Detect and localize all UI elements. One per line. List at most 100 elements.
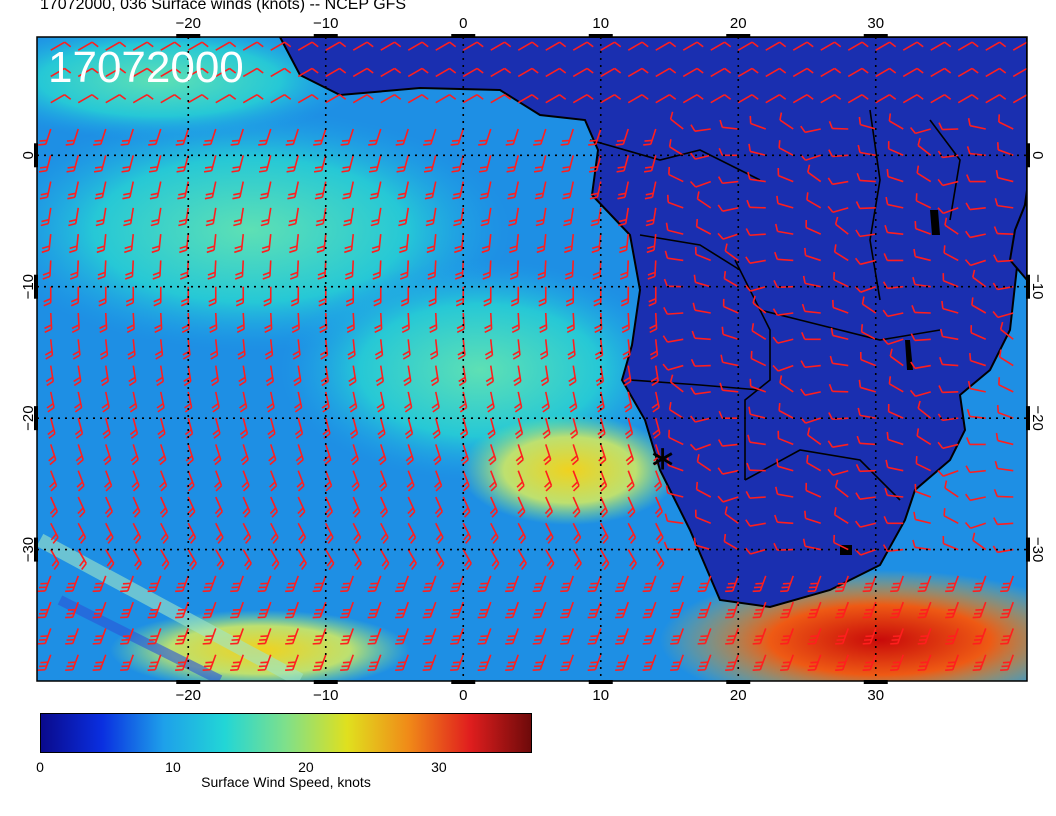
wind-map[interactable]: −20 −10 0 10 20 30 −20 −10 0 10 20 30 0 −10 −20 −30 0… — [0, 0, 1056, 700]
wind-barb — [239, 391, 248, 413]
wind-barb — [482, 260, 492, 280]
wind-barb — [945, 654, 960, 671]
wind-barb — [695, 218, 712, 235]
wind-barb — [128, 365, 137, 387]
wind-barb — [669, 374, 684, 393]
wind-barb — [909, 127, 931, 135]
wind-barb — [652, 417, 661, 439]
wind-barb — [432, 417, 441, 439]
wind-barb — [156, 391, 165, 413]
wind-barb — [695, 481, 712, 498]
wind-barb — [994, 460, 1014, 472]
wind-barb — [665, 485, 684, 498]
wind-barb — [179, 234, 190, 254]
wind-barb — [856, 173, 876, 183]
wind-barb — [130, 444, 139, 466]
wind-barb — [915, 456, 932, 472]
wind-barb — [670, 628, 685, 645]
wind-barb — [422, 654, 437, 671]
wind-barb — [505, 128, 520, 146]
wind-barb — [942, 535, 959, 551]
wind-barb — [345, 286, 355, 307]
wind-barb — [875, 41, 897, 51]
wind-barb — [902, 41, 924, 51]
wind-barb — [132, 41, 154, 51]
wind-barb — [884, 487, 904, 498]
wind-barb — [257, 575, 272, 593]
wind-barb — [65, 601, 80, 619]
wind-barb — [600, 41, 622, 51]
wind-barb — [462, 522, 472, 544]
wind-barb — [297, 549, 307, 571]
wind-barb — [750, 350, 767, 367]
wind-barb — [341, 155, 355, 173]
wind-barb — [827, 177, 849, 186]
wind-barb — [297, 67, 319, 78]
wind-barb — [665, 222, 684, 235]
wind-barb — [615, 575, 630, 593]
wind-barb — [352, 522, 362, 544]
wind-barb — [820, 67, 842, 78]
wind-barb — [544, 470, 553, 492]
wind-barb — [65, 628, 80, 645]
wind-barb — [426, 234, 437, 254]
wind-barb — [407, 67, 429, 78]
wind-barb — [854, 520, 876, 528]
wind-barb — [65, 575, 80, 593]
wind-barb — [270, 67, 292, 78]
wind-barb — [183, 365, 192, 387]
wind-barb — [66, 155, 80, 173]
lon-tick-label: 10 — [592, 687, 609, 700]
wind-barb — [242, 67, 264, 78]
wind-barb — [666, 457, 684, 472]
wind-barb — [697, 575, 712, 593]
wind-barb — [833, 534, 849, 551]
wind-barb — [41, 234, 52, 254]
wind-barb — [910, 333, 931, 342]
wind-barb — [800, 125, 821, 134]
wind-barb — [214, 496, 223, 518]
wind-barb — [615, 628, 630, 645]
wind-barb — [996, 142, 1014, 157]
wind-barb — [433, 444, 442, 466]
wind-barb — [972, 532, 987, 551]
wind-barb — [682, 94, 704, 104]
wind-barb — [127, 339, 136, 360]
wind-barb — [258, 155, 272, 173]
wind-barb — [378, 444, 387, 466]
wind-barb — [379, 496, 388, 518]
wind-barb — [627, 41, 649, 51]
wind-barb — [858, 116, 876, 130]
wind-barb — [858, 379, 876, 393]
frame-tick — [313, 34, 338, 38]
wind-barb — [265, 365, 275, 387]
wind-barb — [655, 67, 677, 78]
wind-barb — [912, 276, 931, 288]
wind-barb — [286, 155, 300, 173]
wind-barb — [65, 128, 80, 146]
wind-barb — [213, 444, 222, 466]
wind-barb — [664, 513, 684, 525]
wind-barb — [572, 67, 594, 78]
frame-tick — [588, 34, 613, 38]
wind-barb — [285, 128, 300, 146]
wind-barb — [297, 41, 319, 51]
wind-barb — [454, 234, 465, 254]
lon-tick-label: 30 — [867, 687, 884, 700]
frame-ticks — [34, 34, 1030, 684]
wind-barb — [325, 41, 347, 51]
wind-barb — [833, 244, 849, 262]
wind-barb — [778, 402, 794, 419]
wind-barb — [690, 124, 711, 133]
lat-tick-label: −30 — [20, 537, 37, 562]
wind-barb — [696, 454, 712, 472]
wind-barb — [77, 67, 99, 78]
wind-barb — [294, 391, 303, 413]
wind-barb — [800, 388, 821, 396]
wind-barb — [587, 601, 602, 619]
wind-barb — [312, 654, 327, 671]
wind-barb — [857, 144, 876, 157]
wind-barb — [619, 234, 630, 254]
wind-barb — [720, 354, 739, 367]
colorbar-tick-label: 10 — [165, 759, 181, 775]
